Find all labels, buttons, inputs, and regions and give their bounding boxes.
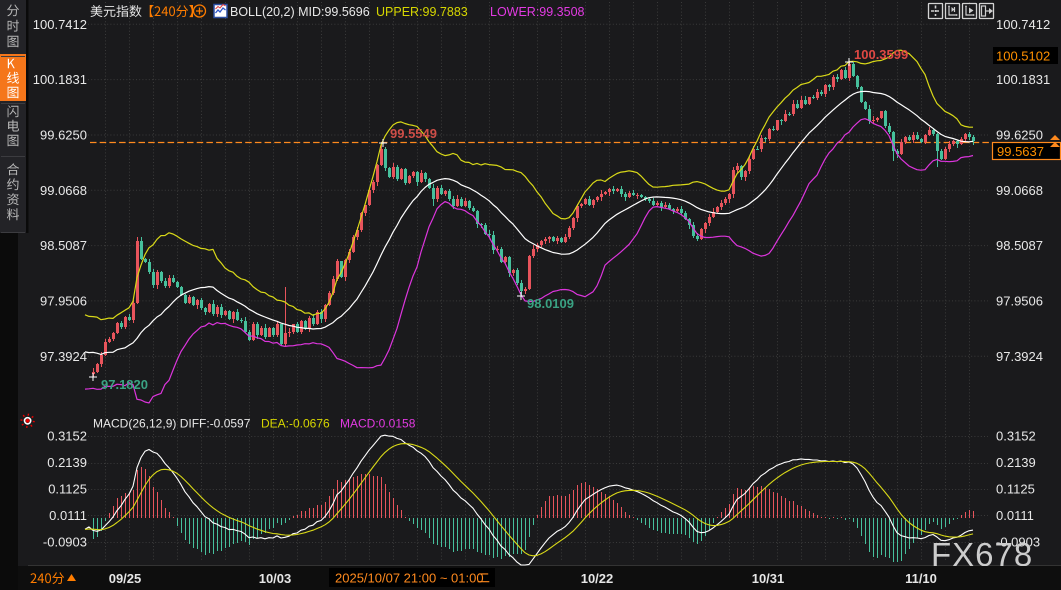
svg-text:97.9506: 97.9506 bbox=[996, 294, 1043, 309]
svg-text:100.1831: 100.1831 bbox=[996, 72, 1050, 87]
svg-text:-0.0903: -0.0903 bbox=[996, 534, 1040, 549]
svg-text:0.0111: 0.0111 bbox=[996, 508, 1034, 523]
svg-text:0.0111: 0.0111 bbox=[49, 508, 87, 523]
svg-text:10/31: 10/31 bbox=[752, 571, 785, 586]
svg-text:100.3599: 100.3599 bbox=[854, 47, 908, 62]
svg-text:99.6250: 99.6250 bbox=[996, 128, 1043, 143]
svg-text:0.3152: 0.3152 bbox=[996, 429, 1036, 444]
svg-text:98.0109: 98.0109 bbox=[527, 296, 574, 311]
svg-text:-0.0903: -0.0903 bbox=[43, 534, 87, 549]
svg-text:98.5087: 98.5087 bbox=[40, 238, 87, 253]
svg-text:100.5102: 100.5102 bbox=[996, 49, 1050, 64]
svg-text:97.1820: 97.1820 bbox=[101, 377, 148, 392]
svg-text:BOLL(20,2) MID:99.5696: BOLL(20,2) MID:99.5696 bbox=[230, 5, 370, 19]
svg-text:MACD:0.0158: MACD:0.0158 bbox=[340, 417, 416, 431]
svg-text:0.2139: 0.2139 bbox=[47, 455, 87, 470]
svg-text:97.9506: 97.9506 bbox=[40, 294, 87, 309]
svg-text:0.1125: 0.1125 bbox=[48, 481, 87, 496]
svg-text:11/10: 11/10 bbox=[905, 571, 937, 586]
svg-text:2025/10/07 21:00 ~ 01:00: 2025/10/07 21:00 ~ 01:00 bbox=[335, 571, 484, 586]
svg-text:10/22: 10/22 bbox=[581, 571, 614, 586]
svg-text:0.1125: 0.1125 bbox=[996, 481, 1035, 496]
svg-text:LOWER:99.3508: LOWER:99.3508 bbox=[490, 5, 585, 19]
svg-text:99.6250: 99.6250 bbox=[40, 128, 87, 143]
svg-text:MACD(26,12,9) DIFF:-0.0597: MACD(26,12,9) DIFF:-0.0597 bbox=[93, 417, 251, 431]
svg-text:99.5549: 99.5549 bbox=[390, 126, 437, 141]
svg-text:99.0668: 99.0668 bbox=[40, 183, 87, 198]
svg-text:100.7412: 100.7412 bbox=[33, 17, 87, 32]
svg-text:98.5087: 98.5087 bbox=[996, 238, 1043, 253]
svg-text:97.3924: 97.3924 bbox=[996, 349, 1043, 364]
svg-text:97.3924: 97.3924 bbox=[40, 349, 87, 364]
svg-text:10/03: 10/03 bbox=[259, 571, 292, 586]
svg-text:UPPER:99.7883: UPPER:99.7883 bbox=[376, 5, 468, 19]
svg-text:0.3152: 0.3152 bbox=[47, 429, 87, 444]
svg-text:100.1831: 100.1831 bbox=[33, 72, 87, 87]
svg-text:100.7412: 100.7412 bbox=[996, 17, 1050, 32]
svg-text:0.2139: 0.2139 bbox=[996, 455, 1036, 470]
svg-text:09/25: 09/25 bbox=[109, 571, 142, 586]
svg-text:99.0668: 99.0668 bbox=[996, 183, 1043, 198]
svg-text:DEA:-0.0676: DEA:-0.0676 bbox=[261, 417, 330, 431]
svg-text:99.5637: 99.5637 bbox=[997, 144, 1044, 159]
